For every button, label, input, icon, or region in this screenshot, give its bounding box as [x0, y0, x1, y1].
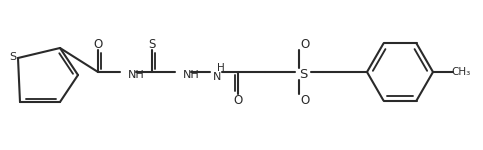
Text: S: S [148, 38, 156, 51]
Text: O: O [93, 38, 102, 51]
Text: O: O [300, 94, 310, 108]
Text: CH₃: CH₃ [452, 67, 470, 77]
Text: H: H [217, 63, 225, 73]
Text: NH: NH [183, 70, 200, 80]
Text: NH: NH [128, 70, 145, 80]
Text: O: O [233, 94, 242, 108]
Text: N: N [213, 72, 221, 82]
Text: S: S [10, 52, 16, 62]
Text: O: O [300, 38, 310, 51]
Text: S: S [299, 68, 307, 81]
